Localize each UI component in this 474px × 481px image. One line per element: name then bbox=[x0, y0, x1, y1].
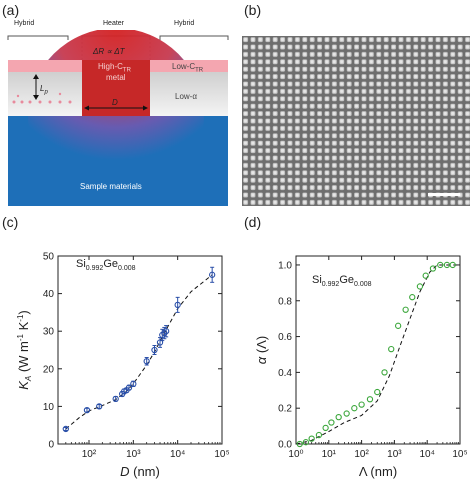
x-tick-label: 10² bbox=[354, 449, 369, 460]
low-alpha-label: Low-α bbox=[175, 92, 197, 101]
y-tick-label: 0.4 bbox=[278, 368, 292, 379]
lp-label: Lp bbox=[40, 84, 48, 96]
data-point bbox=[125, 384, 133, 391]
data-point bbox=[156, 339, 164, 346]
panel-letter-b: (b) bbox=[244, 2, 262, 18]
y-tick-label: 40 bbox=[43, 289, 55, 300]
x-tick-label: 10³ bbox=[126, 449, 141, 460]
chart-d: 0.0 0.2 0.4 0.6 0.8 1.0 10⁰ 10¹ 10² 10³ 10⁴ 10⁵ α (Λ… bbox=[254, 255, 468, 479]
data-point bbox=[296, 440, 303, 448]
plot-frame bbox=[295, 255, 461, 445]
x-tick-label: 10⁵ bbox=[214, 449, 229, 460]
chart-c: 0 10 20 30 40 50 10² 10³ 10⁴ 10⁵ KA (W m-1 K-1) D (… bbox=[16, 252, 230, 480]
pink-layer-left bbox=[8, 60, 82, 72]
data-point bbox=[302, 439, 310, 446]
y-axis-label: KA (W m-1 K-1) bbox=[16, 310, 33, 390]
hybrid-left-label: Hybrid bbox=[14, 20, 35, 27]
data-point bbox=[83, 407, 91, 414]
y-axis-label: α (Λ) bbox=[254, 336, 269, 364]
x-tick-label: 10⁰ bbox=[288, 449, 303, 460]
x-tick-label: 10³ bbox=[387, 449, 402, 460]
data-point bbox=[394, 322, 402, 329]
data-point bbox=[422, 272, 429, 279]
data-point bbox=[416, 283, 424, 290]
x-tick-label: 10⁴ bbox=[170, 449, 185, 460]
data-point bbox=[209, 271, 216, 278]
x-axis-label: Λ (nm) bbox=[359, 464, 397, 479]
metal-heater-block bbox=[82, 60, 150, 116]
bracket-right bbox=[159, 35, 229, 40]
data-point bbox=[96, 403, 103, 410]
sample-materials-label: Sample materials bbox=[80, 182, 142, 191]
y-tick-label: 50 bbox=[43, 252, 55, 263]
data-point bbox=[358, 401, 365, 408]
x-tick-label: 10⁵ bbox=[452, 449, 467, 460]
y-tick-label: 0.8 bbox=[278, 296, 292, 307]
data-point bbox=[62, 425, 69, 433]
panel-letter-d: (d) bbox=[244, 214, 262, 230]
data-point bbox=[161, 329, 168, 337]
data-point bbox=[151, 346, 158, 354]
data-point bbox=[315, 431, 323, 439]
data-point bbox=[429, 265, 437, 272]
high-ctr-label: High-CTR bbox=[98, 62, 131, 74]
data-point bbox=[374, 388, 381, 396]
y-tick-label: 0.2 bbox=[278, 404, 292, 415]
heater-label: Heater bbox=[103, 20, 125, 27]
data-point bbox=[335, 413, 342, 421]
data-point bbox=[308, 435, 315, 442]
delta-r-label: ΔR ∝ ΔT bbox=[93, 47, 125, 56]
panel-letter-c: (c) bbox=[2, 214, 19, 230]
composition-label-d: Si0.992Ge0.008 bbox=[312, 274, 372, 289]
x-tick-label: 10⁴ bbox=[419, 449, 434, 460]
y-tick-label: 1.0 bbox=[278, 260, 292, 271]
data-point bbox=[449, 261, 456, 269]
schematic-diagram bbox=[7, 30, 229, 206]
hybrid-right-label: Hybrid bbox=[174, 20, 195, 27]
low-ctr-label: Low-CTR bbox=[172, 62, 204, 74]
composition-label-c: Si0.992Ge0.008 bbox=[76, 258, 136, 273]
data-point bbox=[143, 358, 150, 365]
pink-layer-right bbox=[150, 60, 228, 72]
data-point bbox=[328, 419, 335, 426]
y-tick-label: 20 bbox=[43, 364, 55, 375]
data-point bbox=[409, 294, 416, 301]
d-label: D bbox=[112, 98, 118, 107]
fit-line bbox=[295, 264, 460, 445]
y-tick-label: 30 bbox=[43, 327, 55, 338]
y-tick-label: 0 bbox=[48, 440, 54, 451]
scale-bar bbox=[428, 193, 460, 196]
metal-label: metal bbox=[106, 73, 126, 82]
plot-frame bbox=[57, 255, 223, 445]
data-point bbox=[402, 306, 409, 313]
fit-line bbox=[65, 274, 213, 430]
bracket-left bbox=[7, 35, 69, 40]
data-point bbox=[388, 345, 395, 353]
y-tick-label: 0.0 bbox=[278, 440, 292, 451]
y-tick-label: 10 bbox=[43, 402, 55, 413]
x-tick-label: 10² bbox=[82, 449, 97, 460]
x-tick-label: 10¹ bbox=[322, 449, 337, 460]
x-axis-label: D (nm) bbox=[120, 464, 160, 479]
data-point bbox=[322, 424, 329, 432]
data-point bbox=[437, 261, 444, 269]
heat-spread bbox=[28, 30, 204, 204]
panel-letter-a: (a) bbox=[2, 2, 20, 18]
data-point bbox=[163, 328, 170, 335]
data-point bbox=[381, 369, 388, 376]
data-point bbox=[112, 395, 119, 403]
data-point bbox=[443, 261, 451, 269]
y-tick-label: 0.6 bbox=[278, 332, 292, 343]
data-point bbox=[351, 405, 358, 412]
data-point bbox=[366, 396, 374, 403]
data-point bbox=[130, 380, 137, 387]
sem-image bbox=[242, 36, 470, 206]
data-point bbox=[174, 301, 181, 309]
data-point bbox=[343, 410, 350, 417]
